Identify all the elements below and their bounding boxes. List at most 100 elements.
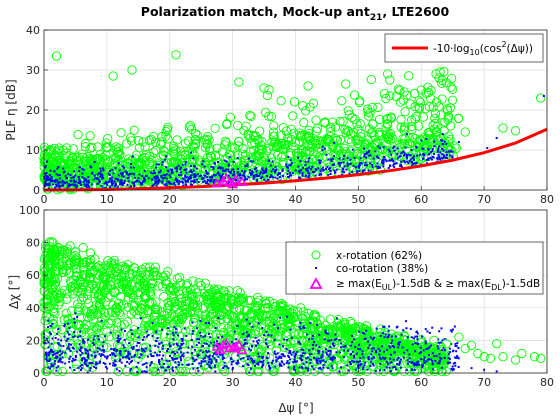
bottom-co-rotation-point: [389, 346, 392, 349]
bottom-co-rotation-point: [210, 358, 213, 361]
top-co-rotation-point: [311, 165, 314, 168]
top-co-rotation-point: [154, 177, 157, 180]
bottom-co-rotation-point: [112, 361, 115, 364]
bottom-co-rotation-point: [422, 349, 425, 352]
bottom-co-rotation-point: [319, 360, 322, 363]
bottom-co-rotation-point: [75, 350, 78, 353]
bottom-co-rotation-point: [352, 356, 355, 359]
top-x-rotation-point: [259, 83, 269, 93]
top-co-rotation-point: [308, 172, 311, 175]
bottom-co-rotation-point: [398, 363, 401, 366]
top-co-rotation-point: [192, 173, 195, 176]
bottom-x-rotation-point: [87, 337, 97, 347]
top-co-rotation-point: [212, 180, 215, 183]
bottom-co-rotation-point: [177, 363, 180, 366]
top-x-rotation-point: [108, 71, 118, 81]
top-co-rotation-point: [340, 173, 343, 176]
top-co-rotation-point: [396, 157, 399, 160]
top-co-rotation-point: [445, 151, 448, 154]
bottom-co-rotation-point: [449, 351, 452, 354]
bottom-x-rotation-point: [314, 354, 324, 364]
bottom-co-rotation-point: [154, 330, 157, 333]
top-co-rotation-point: [90, 166, 93, 169]
bottom-highlight-point: [233, 339, 245, 350]
top-co-rotation-point: [343, 171, 346, 174]
top-co-rotation-point: [102, 176, 105, 179]
bottom-co-rotation-point: [353, 360, 356, 363]
bottom-x-rotation-point: [220, 366, 230, 377]
bottom-x-tick-label: 10: [100, 376, 114, 389]
bottom-co-rotation-point: [145, 370, 148, 373]
top-co-rotation-point: [436, 158, 439, 161]
top-x-rotation-point: [379, 89, 390, 99]
bottom-co-rotation-point: [327, 350, 330, 353]
bottom-co-rotation-point: [254, 364, 257, 367]
bottom-co-rotation-point: [216, 353, 219, 356]
bottom-co-rotation-point: [311, 337, 314, 340]
top-co-rotation-point: [147, 177, 150, 180]
top-x-rotation-point: [382, 114, 392, 124]
bottom-co-rotation-point: [425, 348, 428, 351]
top-co-rotation-point: [62, 167, 65, 170]
top-x-rotation-point: [402, 90, 412, 100]
bottom-co-rotation-point: [191, 363, 194, 366]
top-x-rotation-point: [127, 65, 137, 75]
bottom-co-rotation-point: [276, 357, 279, 360]
top-co-rotation-point: [99, 167, 102, 170]
bottom-co-rotation-point: [340, 366, 343, 369]
top-co-rotation-point: [363, 153, 366, 156]
bottom-x-rotation-point: [212, 301, 222, 311]
bottom-x-rotation-point: [85, 267, 95, 278]
bottom-x-rotation-point: [253, 327, 264, 337]
top-x-rotation-point: [387, 133, 398, 144]
bottom-co-rotation-point: [79, 354, 82, 357]
bottom-co-rotation-point: [141, 349, 144, 352]
top-co-rotation-point: [278, 176, 281, 179]
bottom-co-rotation-point: [359, 357, 362, 360]
top-co-rotation-point: [239, 176, 242, 179]
top-co-rotation-point: [326, 165, 329, 168]
top-co-rotation-point: [371, 166, 374, 169]
top-co-rotation-point: [193, 181, 196, 184]
top-co-rotation-point: [107, 181, 110, 184]
bottom-co-rotation-point: [137, 336, 140, 339]
bottom-co-rotation-point: [262, 360, 265, 363]
top-co-rotation-point: [136, 180, 139, 183]
top-x-rotation-point: [168, 143, 179, 154]
top-co-rotation-point: [121, 173, 124, 176]
bottom-x-rotation-point: [98, 281, 109, 291]
bottom-x-rotation-point: [73, 335, 83, 345]
top-co-rotation-point: [242, 174, 245, 177]
bottom-co-rotation-point: [67, 322, 70, 325]
bottom-co-rotation-point: [154, 351, 157, 354]
top-x-rotation-point: [365, 145, 375, 155]
top-co-rotation-point: [403, 160, 406, 163]
top-co-rotation-point: [298, 171, 301, 174]
bottom-co-rotation-point: [398, 361, 401, 364]
top-co-rotation-point: [214, 174, 217, 177]
bottom-co-rotation-point: [252, 361, 255, 364]
top-co-rotation-point: [158, 171, 161, 174]
bottom-x-rotation-point: [216, 309, 226, 319]
bottom-co-rotation-point: [392, 358, 395, 361]
top-co-rotation-point: [119, 183, 122, 186]
bottom-co-rotation-point: [180, 343, 183, 346]
top-co-rotation-point: [87, 176, 90, 179]
top-co-rotation-point: [241, 170, 244, 173]
top-co-rotation-point: [399, 155, 402, 158]
bottom-co-rotation-point: [115, 368, 118, 371]
bottom-x-rotation-point: [95, 291, 105, 301]
top-co-rotation-point: [351, 148, 354, 151]
bottom-x-rotation-point: [150, 366, 161, 377]
bottom-x-rotation-point: [485, 353, 496, 363]
top-co-rotation-point: [58, 184, 61, 187]
top-x-rotation-point: [268, 127, 279, 137]
top-co-rotation-point: [170, 182, 173, 185]
top-co-rotation-point: [165, 173, 168, 176]
top-co-rotation-point: [226, 168, 229, 171]
bottom-co-rotation-point: [196, 353, 199, 356]
bottom-co-rotation-point: [372, 336, 375, 339]
bottom-x-rotation-point: [85, 248, 96, 258]
bottom-co-rotation-point: [364, 361, 367, 364]
bottom-co-rotation-point: [132, 347, 135, 350]
